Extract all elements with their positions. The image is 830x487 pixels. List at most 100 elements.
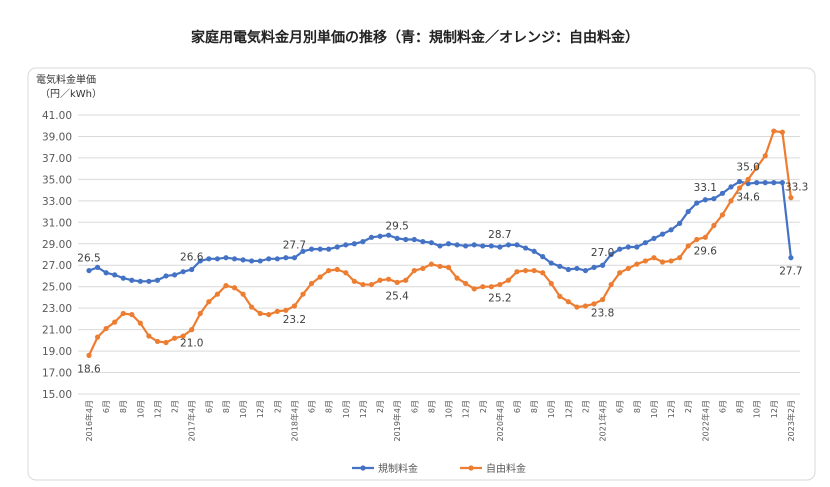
x-tick-label: 6月	[718, 400, 727, 413]
data-point-0	[420, 239, 426, 245]
x-tick-label: 12月	[667, 400, 676, 418]
data-point-0	[617, 246, 623, 252]
data-point-0	[317, 246, 323, 252]
data-point-1	[334, 266, 340, 273]
data-point-0	[642, 240, 649, 246]
data-point-1	[420, 265, 426, 272]
data-point-1	[189, 327, 195, 333]
data-point-0	[326, 246, 332, 252]
x-tick-label: 6月	[102, 400, 111, 413]
data-point-1	[514, 269, 520, 275]
data-point-1	[386, 276, 392, 282]
data-point-1	[411, 267, 417, 274]
x-tick-label: 10月	[547, 400, 556, 418]
y-axis-label-line1: 電気料金単価	[36, 73, 96, 86]
data-point-1	[377, 277, 383, 283]
data-point-0	[103, 270, 109, 276]
data-point-1	[180, 333, 186, 339]
data-point-0	[377, 233, 383, 239]
legend-marker-0	[360, 465, 366, 471]
data-point-0	[334, 244, 340, 250]
x-tick-label: 2016年4月	[84, 400, 94, 441]
data-point-0	[163, 273, 169, 279]
data-point-0	[574, 265, 580, 272]
data-label: 18.6	[77, 363, 101, 375]
data-point-1	[308, 280, 315, 287]
y-tick-label: 17.00	[42, 368, 72, 380]
data-point-1	[677, 255, 683, 261]
data-point-0	[522, 245, 529, 251]
data-point-1	[548, 280, 554, 287]
x-tick-label: 8月	[633, 400, 642, 413]
x-tick-label: 10月	[445, 400, 454, 418]
data-point-1	[694, 236, 700, 243]
data-point-1	[463, 280, 469, 287]
x-tick-label: 8月	[119, 400, 128, 413]
data-point-1	[779, 129, 785, 135]
data-point-1	[231, 285, 238, 291]
data-point-0	[454, 242, 460, 248]
y-tick-label: 15.00	[42, 389, 72, 401]
data-point-1	[728, 198, 734, 204]
data-label: 23.2	[283, 314, 306, 326]
data-label: 25.2	[488, 293, 511, 305]
data-label: 21.0	[180, 338, 203, 350]
data-point-1	[497, 281, 503, 288]
data-point-1	[317, 274, 323, 280]
data-point-0	[497, 244, 503, 250]
data-label: 29.5	[385, 220, 408, 232]
y-tick-label: 39.00	[42, 131, 72, 143]
data-point-0	[557, 263, 563, 269]
data-point-1	[685, 243, 691, 249]
data-point-1	[557, 293, 563, 299]
x-tick-label: 2月	[479, 400, 488, 413]
data-point-1	[711, 222, 717, 229]
x-tick-label: 6月	[410, 400, 419, 413]
legend-label-0: 規制料金	[378, 462, 418, 475]
data-point-0	[120, 275, 126, 281]
x-tick-label: 2020年4月	[495, 400, 505, 441]
data-point-0	[94, 264, 101, 270]
data-point-1	[651, 255, 657, 261]
data-point-1	[326, 267, 332, 274]
x-tick-label: 2月	[376, 400, 385, 413]
data-point-0	[548, 260, 554, 266]
data-point-1	[719, 212, 726, 218]
x-tick-label: 12月	[359, 400, 368, 418]
data-point-1	[540, 270, 546, 276]
data-point-0	[702, 197, 708, 203]
data-point-1	[788, 195, 794, 201]
data-point-1	[437, 263, 443, 269]
data-point-1	[531, 267, 537, 274]
data-point-0	[471, 242, 477, 248]
x-tick-label: 2月	[171, 400, 180, 413]
data-point-0	[531, 248, 537, 254]
data-point-0	[540, 254, 546, 260]
chart-card	[27, 67, 816, 481]
data-point-1	[574, 304, 580, 310]
data-point-0	[608, 251, 614, 258]
data-point-1	[659, 259, 666, 265]
data-point-0	[394, 235, 400, 242]
data-label: 29.6	[694, 245, 718, 257]
data-point-1	[522, 267, 529, 274]
data-point-0	[291, 255, 298, 261]
data-point-0	[189, 266, 195, 273]
data-point-0	[214, 256, 220, 262]
data-point-0	[565, 266, 571, 273]
data-point-0	[249, 258, 255, 264]
data-point-0	[240, 257, 246, 263]
data-point-1	[94, 334, 101, 340]
data-point-0	[223, 255, 229, 261]
data-label: 33.3	[785, 182, 808, 194]
data-point-1	[283, 307, 289, 313]
data-point-0	[788, 255, 794, 261]
data-point-1	[445, 264, 452, 270]
data-point-1	[480, 284, 486, 290]
data-point-0	[736, 178, 743, 185]
data-point-0	[445, 241, 452, 247]
data-point-0	[711, 196, 717, 202]
data-point-1	[771, 128, 777, 134]
data-label: 23.8	[591, 308, 614, 320]
